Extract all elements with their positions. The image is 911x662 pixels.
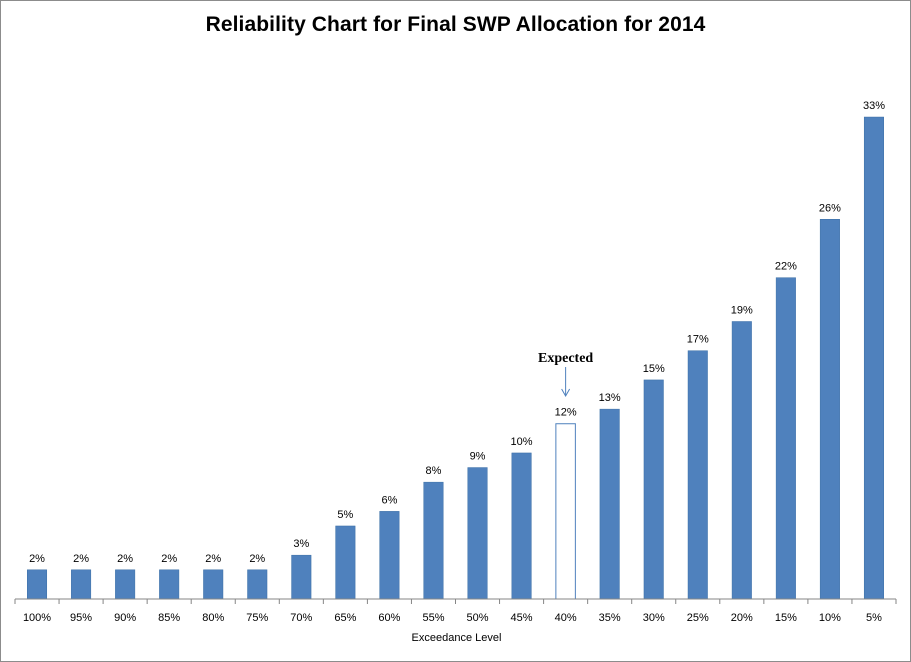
data-label-65pct: 5%: [337, 509, 353, 521]
x-tick-label: 50%: [467, 612, 489, 624]
bar-65pct: [335, 525, 356, 600]
bar-20pct: [731, 321, 752, 600]
data-labels-layer: 2% 2% 2% 2% 2% 2% 3% 5% 6% 8% 9% 10% 12% 13% 15% 17% 19%…: [29, 100, 885, 565]
data-label-60pct: 6%: [381, 494, 397, 506]
annotation-arrow-head: [561, 388, 571, 398]
data-label-95pct: 2%: [73, 553, 89, 565]
data-label-5pct: 33%: [863, 100, 885, 112]
data-label-35pct: 13%: [599, 392, 621, 404]
data-label-15pct: 22%: [775, 261, 797, 273]
x-tick-label: 20%: [731, 612, 753, 624]
bar-60pct: [379, 511, 400, 600]
x-tick-label: 30%: [643, 612, 665, 624]
bar-40pct: [555, 423, 576, 600]
x-tick-label: 15%: [775, 612, 797, 624]
bars-layer: [27, 116, 884, 600]
bar-35pct: [599, 408, 620, 600]
bar-70pct: [291, 554, 312, 600]
bar-95pct: [71, 569, 92, 600]
data-label-85pct: 2%: [161, 553, 177, 565]
x-axis: 100% 95% 90% 85% 80% 75% 70% 65% 60% 55% 50% 45% 40%…: [14, 598, 897, 624]
x-tick-label: 25%: [687, 612, 709, 624]
x-tick-label: 45%: [511, 612, 533, 624]
data-label-10pct: 26%: [819, 202, 841, 214]
x-tick-label: 55%: [422, 612, 444, 624]
bar-15pct: [775, 277, 796, 600]
x-tick-label: 90%: [114, 612, 136, 624]
x-tick-label: 10%: [819, 612, 841, 624]
bar-30pct: [643, 379, 664, 600]
x-tick-label: 60%: [378, 612, 400, 624]
x-tick-label: 80%: [202, 612, 224, 624]
bar-100pct: [27, 569, 48, 600]
data-label-40pct: 12%: [555, 407, 577, 419]
x-axis-title: Exceedance Level: [412, 632, 502, 644]
data-label-100pct: 2%: [29, 553, 45, 565]
x-tick-label: 75%: [246, 612, 268, 624]
annotation-layer: Expected: [538, 351, 593, 398]
data-label-70pct: 3%: [293, 538, 309, 550]
bar-45pct: [511, 452, 532, 600]
x-tick-label: 5%: [866, 612, 882, 624]
x-tick-label: 100%: [23, 612, 51, 624]
annotation-expected: Expected: [538, 351, 593, 366]
bar-80pct: [203, 569, 224, 600]
data-label-45pct: 10%: [511, 436, 533, 448]
x-tick-label: 85%: [158, 612, 180, 624]
data-label-75pct: 2%: [249, 553, 265, 565]
bar-50pct: [467, 467, 488, 600]
bar-85pct: [159, 569, 180, 600]
data-label-30pct: 15%: [643, 363, 665, 375]
x-tick-label: 70%: [290, 612, 312, 624]
data-label-80pct: 2%: [205, 553, 221, 565]
data-label-20pct: 19%: [731, 305, 753, 317]
bar-75pct: [247, 569, 268, 600]
bar-5pct: [863, 116, 884, 600]
bar-55pct: [423, 481, 444, 600]
chart-title: Reliability Chart for Final SWP Allocati…: [205, 13, 706, 36]
data-label-25pct: 17%: [687, 334, 709, 346]
bar-25pct: [687, 350, 708, 600]
x-tick-label: 65%: [334, 612, 356, 624]
data-label-55pct: 8%: [426, 465, 442, 477]
data-label-90pct: 2%: [117, 553, 133, 565]
x-tick-label: 35%: [599, 612, 621, 624]
x-tick-label: 40%: [555, 612, 577, 624]
x-tick-label: 95%: [70, 612, 92, 624]
bar-90pct: [115, 569, 136, 600]
data-label-50pct: 9%: [470, 451, 486, 463]
bar-10pct: [819, 219, 840, 600]
